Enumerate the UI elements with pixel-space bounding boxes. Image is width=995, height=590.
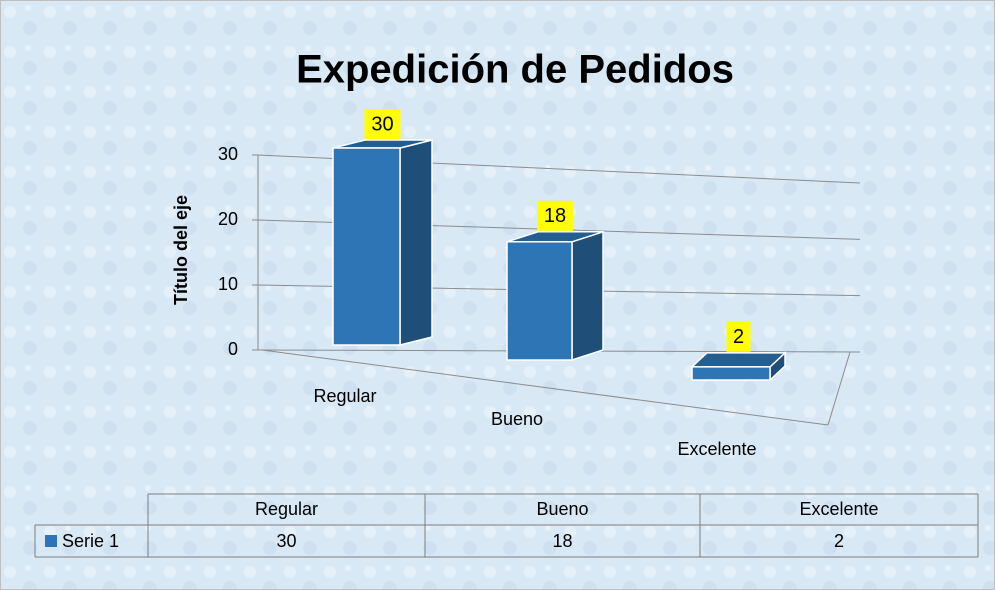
table-header: Excelente (799, 499, 878, 519)
x-tick-label: Regular (313, 386, 376, 406)
data-label: 18 (544, 205, 566, 227)
table-value: 30 (276, 531, 296, 551)
data-label-box (726, 321, 751, 352)
data-label: 2 (733, 326, 744, 348)
bar-side (571, 230, 604, 362)
y-axis-title: Título del eje (171, 195, 191, 305)
x-tick-label: Bueno (491, 409, 543, 429)
floor-edge (827, 351, 851, 426)
bar-front (332, 147, 401, 346)
y-tick-label: 10 (218, 274, 238, 294)
x-tick-label: Excelente (677, 439, 756, 459)
data-label-box (364, 109, 401, 139)
table-header: Regular (255, 499, 318, 519)
floor-edge (261, 349, 829, 426)
y-tick-label: 30 (218, 144, 238, 164)
data-label-box (537, 200, 573, 231)
y-tick-label: 20 (218, 209, 238, 229)
bar (332, 139, 433, 346)
table-header: Bueno (536, 499, 588, 519)
bar-front (506, 241, 573, 361)
bar (690, 351, 787, 382)
table-value: 18 (552, 531, 572, 551)
bar (506, 230, 604, 362)
chart-title: Expedición de Pedidos (296, 48, 734, 92)
bar-top (690, 352, 787, 368)
legend-label: Serie 1 (62, 531, 119, 551)
y-tick-label: 0 (228, 339, 238, 359)
legend-swatch (45, 535, 57, 547)
table-value: 2 (834, 531, 844, 551)
bar-front (691, 366, 771, 381)
data-label: 30 (371, 113, 393, 135)
bar-side (399, 139, 433, 346)
